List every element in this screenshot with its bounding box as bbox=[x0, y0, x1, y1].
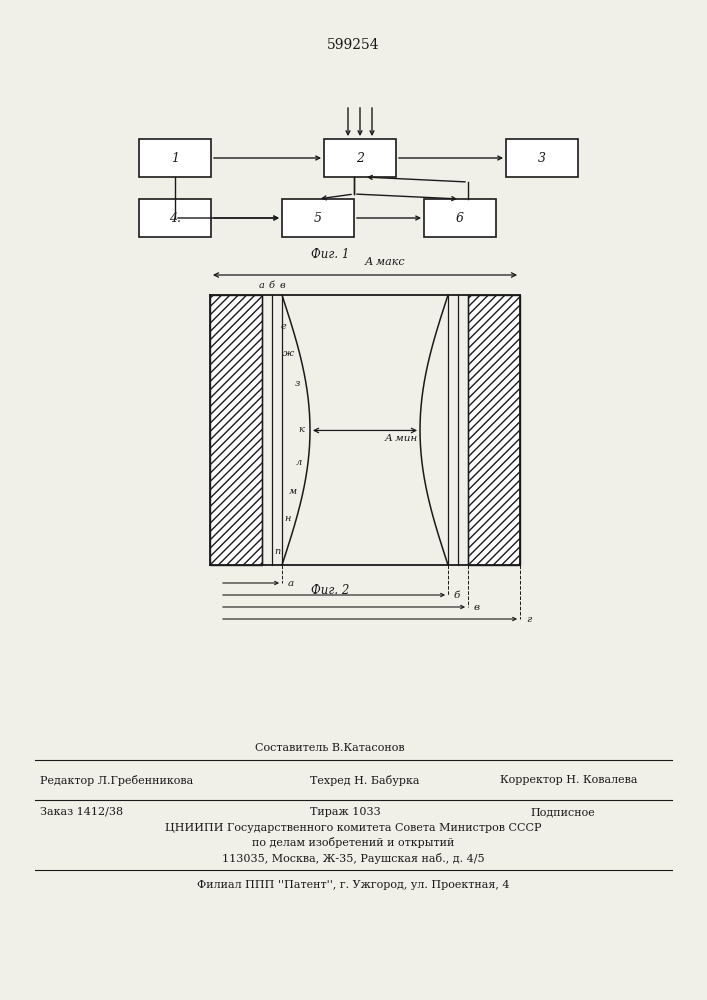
Text: ЦНИИПИ Государственного комитета Совета Министров СССР: ЦНИИПИ Государственного комитета Совета … bbox=[165, 823, 542, 833]
Text: л: л bbox=[296, 458, 302, 467]
Text: 4.: 4. bbox=[169, 212, 181, 225]
Text: по делам изобретений и открытий: по делам изобретений и открытий bbox=[252, 838, 454, 848]
Text: Техред Н. Бабурка: Техред Н. Бабурка bbox=[310, 774, 419, 786]
Text: Заказ 1412/38: Заказ 1412/38 bbox=[40, 807, 123, 817]
Text: Редактор Л.Гребенникова: Редактор Л.Гребенникова bbox=[40, 774, 193, 786]
Bar bbox=[424, 199, 496, 237]
Text: к: к bbox=[298, 425, 304, 434]
Text: в: в bbox=[279, 281, 285, 290]
Text: Филиал ППП ''Патент'', г. Ужгород, ул. Проектная, 4: Филиал ППП ''Патент'', г. Ужгород, ул. П… bbox=[197, 880, 509, 890]
Text: г: г bbox=[526, 614, 531, 624]
Bar bbox=[324, 139, 396, 177]
Text: м: м bbox=[289, 487, 297, 496]
Text: 5: 5 bbox=[314, 212, 322, 225]
Text: Фиг. 2: Фиг. 2 bbox=[311, 584, 349, 596]
Text: 113035, Москва, Ж-35, Раушская наб., д. 4/5: 113035, Москва, Ж-35, Раушская наб., д. … bbox=[222, 852, 484, 863]
Bar bbox=[282, 199, 354, 237]
Text: А макс: А макс bbox=[365, 257, 405, 267]
Text: б: б bbox=[454, 590, 460, 599]
Bar bbox=[468, 295, 520, 565]
Text: ж: ж bbox=[283, 349, 293, 358]
Text: е: е bbox=[280, 322, 286, 331]
Text: А мин: А мин bbox=[385, 434, 419, 443]
Text: 1: 1 bbox=[171, 151, 179, 164]
Text: 599254: 599254 bbox=[327, 38, 380, 52]
Bar bbox=[139, 139, 211, 177]
Text: Фиг. 1: Фиг. 1 bbox=[311, 248, 349, 261]
Text: Корректор Н. Ковалева: Корректор Н. Ковалева bbox=[500, 775, 638, 785]
Text: в: в bbox=[474, 602, 480, 611]
Bar bbox=[210, 295, 262, 565]
Text: 6: 6 bbox=[456, 212, 464, 225]
Text: Тираж 1033: Тираж 1033 bbox=[310, 807, 381, 817]
Bar bbox=[139, 199, 211, 237]
Text: а: а bbox=[288, 578, 294, 587]
Text: н: н bbox=[284, 514, 291, 523]
Bar bbox=[506, 139, 578, 177]
Text: з: з bbox=[295, 379, 300, 388]
Text: Подписное: Подписное bbox=[530, 807, 595, 817]
Text: 3: 3 bbox=[538, 151, 546, 164]
Text: п: п bbox=[274, 547, 281, 556]
Text: Составитель В.Катасонов: Составитель В.Катасонов bbox=[255, 743, 405, 753]
Text: а: а bbox=[259, 281, 265, 290]
Text: 2: 2 bbox=[356, 151, 364, 164]
Text: б: б bbox=[269, 281, 275, 290]
